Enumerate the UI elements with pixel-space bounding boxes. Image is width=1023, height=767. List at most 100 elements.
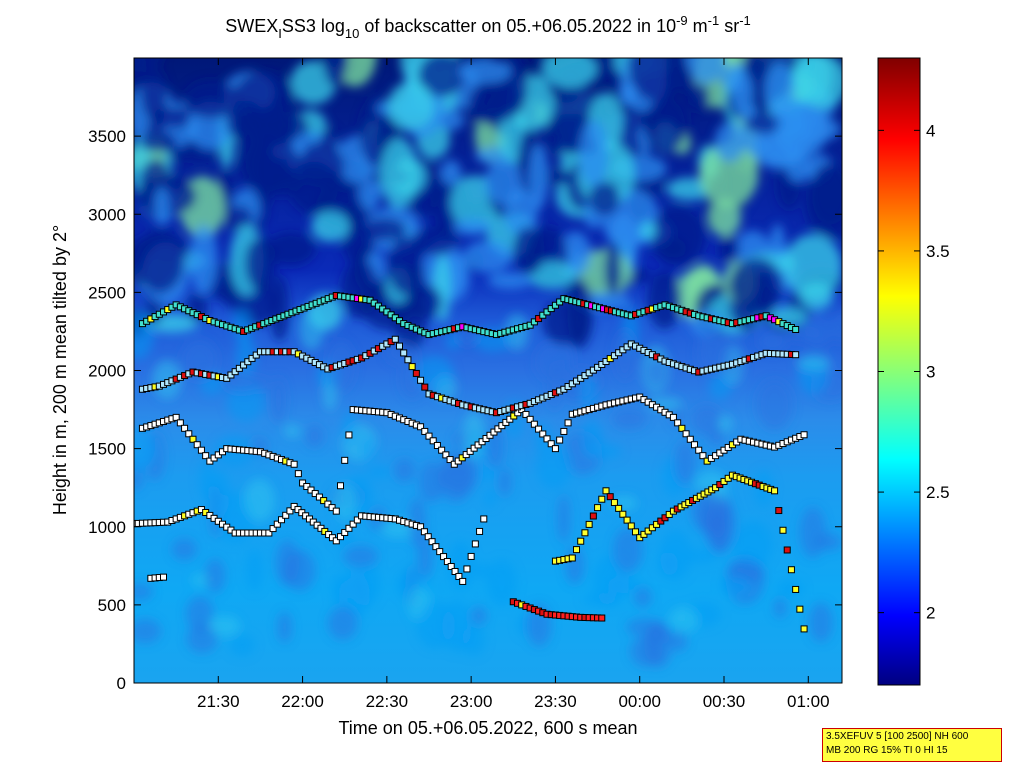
- layer-marker: [594, 504, 602, 512]
- heatmap-cell: [586, 443, 622, 459]
- layer-marker: [589, 512, 597, 520]
- layer-marker: [451, 567, 459, 575]
- heatmap-cell: [628, 58, 687, 102]
- layer-marker: [290, 460, 298, 468]
- heatmap-cell: [208, 470, 231, 518]
- heatmap-cell: [343, 545, 379, 568]
- layer-marker: [568, 554, 576, 562]
- heatmap-cell: [380, 138, 418, 209]
- layer-marker: [417, 376, 425, 384]
- layer-trace: [551, 471, 808, 633]
- layer-marker: [443, 558, 451, 566]
- layer-marker: [446, 456, 454, 464]
- layer-marker: [779, 526, 787, 534]
- layer-marker: [432, 543, 440, 551]
- heatmap-cell: [512, 226, 545, 275]
- layer-marker: [459, 577, 467, 585]
- layer-marker: [396, 342, 403, 350]
- layer-trace: [509, 598, 606, 622]
- layer-marker: [695, 446, 703, 454]
- layer-marker: [471, 540, 479, 548]
- heatmap-cell: [670, 630, 688, 652]
- heatmap-cell: [708, 428, 725, 446]
- heatmap-cell: [777, 579, 804, 599]
- heatmap-cell: [756, 379, 793, 431]
- layer-trace: [138, 393, 808, 515]
- layer-marker: [345, 524, 353, 532]
- layer-marker: [606, 493, 614, 501]
- heatmap-cell: [810, 161, 842, 225]
- x-tick-label: 23:30: [534, 692, 577, 711]
- heatmap-cell: [298, 305, 325, 351]
- layer-marker: [682, 430, 690, 438]
- heatmap-cell: [321, 58, 349, 88]
- layer-marker: [547, 440, 555, 448]
- colorbar-gradient: [877, 57, 921, 686]
- heatmap-cell: [659, 530, 692, 580]
- layer-marker: [615, 504, 623, 512]
- layer-marker: [286, 507, 294, 515]
- heatmap-cell: [270, 376, 287, 424]
- layer-marker: [412, 369, 420, 377]
- layer-marker: [551, 445, 559, 453]
- x-tick-label: 22:30: [366, 692, 409, 711]
- layer-trace: [134, 502, 488, 585]
- layer-marker: [440, 553, 448, 561]
- heatmap-cell: [438, 453, 473, 503]
- heatmap-cell: [462, 240, 513, 274]
- heatmap-cell: [691, 405, 723, 435]
- heatmap-cell: [649, 206, 706, 267]
- heatmap-cell: [446, 332, 460, 350]
- heatmap-cell: [467, 80, 524, 122]
- heatmap-cell: [342, 410, 357, 446]
- heatmap-cell: [417, 58, 466, 97]
- layer-marker: [417, 523, 425, 531]
- params-line-2: MB 200 RG 15% TI 0 HI 15: [826, 745, 948, 756]
- heatmap-cell: [418, 461, 445, 503]
- layer-marker: [417, 423, 425, 431]
- layer-marker: [442, 451, 450, 459]
- layer-marker: [632, 528, 639, 536]
- heatmap-cell: [588, 181, 621, 216]
- layer-marker: [792, 351, 800, 359]
- layer-marker: [353, 516, 361, 524]
- colorbar-tick-label: 3.5: [926, 242, 950, 261]
- heatmap-cell: [134, 582, 153, 601]
- layer-marker: [332, 537, 340, 545]
- y-tick-label: 3500: [88, 127, 126, 146]
- heatmap-cell: [416, 601, 456, 649]
- heatmap-cell: [799, 507, 826, 558]
- heatmap-cell: [411, 226, 459, 256]
- heatmap-cell: [708, 373, 732, 400]
- heatmap-cell: [708, 199, 741, 237]
- layer-marker: [425, 432, 433, 440]
- layer-marker: [585, 520, 593, 528]
- heatmap-cell: [458, 59, 512, 84]
- heatmap-cell: [757, 330, 787, 353]
- y-tick-label: 1500: [88, 440, 126, 459]
- layer-marker: [307, 486, 315, 494]
- heatmap-cell: [644, 621, 673, 668]
- x-axis: 21:30 22:00 22:30 23:00 23:30 00:00 00:30 01:00: [197, 58, 830, 711]
- heatmap-cell: [393, 458, 416, 483]
- layer-marker: [320, 497, 328, 505]
- layer-marker: [328, 504, 336, 512]
- heatmap-cell: [487, 272, 532, 290]
- layer-marker: [800, 625, 808, 633]
- layer-marker: [581, 529, 589, 537]
- heatmap-cell: [674, 440, 696, 486]
- layer-marker: [189, 435, 197, 443]
- layer-marker: [623, 516, 631, 524]
- heatmap-cell: [417, 534, 433, 579]
- layer-marker: [627, 522, 635, 530]
- heatmap-cell: [140, 67, 168, 121]
- layer-marker: [602, 487, 610, 495]
- heatmap-cell: [607, 576, 642, 594]
- y-tick-label: 0: [117, 674, 126, 693]
- heatmap-cell: [557, 495, 570, 543]
- layer-marker: [619, 510, 627, 518]
- layer-marker: [463, 565, 471, 573]
- heatmap-cell: [809, 602, 833, 642]
- layer-marker: [598, 495, 606, 503]
- layer-marker: [341, 528, 349, 536]
